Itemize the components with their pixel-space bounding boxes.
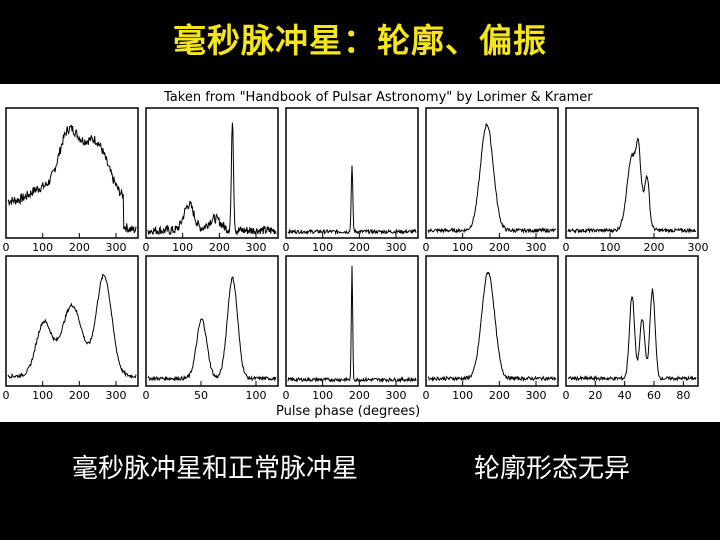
pulse-profile-line	[567, 288, 697, 382]
x-tick-label: 100	[246, 389, 267, 402]
pulse-profile-line	[287, 265, 417, 384]
x-tick-label: 300	[386, 241, 407, 254]
panel-frame	[5, 107, 139, 239]
x-tick-label: 100	[452, 389, 473, 402]
caption-right: 轮廓形态无异	[474, 454, 631, 484]
profile-panel-top-2: 0 100 200 300	[143, 107, 279, 254]
x-tick-label: 200	[489, 241, 510, 254]
x-tick-label: 0	[283, 241, 290, 254]
profile-panel-top-3: 0 100 200 300	[283, 107, 419, 254]
x-tick-label: 100	[172, 241, 193, 254]
x-tick-label: 100	[32, 389, 53, 402]
profile-panel-top-5: 0 100 200 300	[563, 107, 709, 254]
x-tick-label: 0	[3, 241, 10, 254]
x-tick-label: 0	[3, 389, 10, 402]
x-tick-label: 200	[489, 389, 510, 402]
x-tick-label: 200	[69, 389, 90, 402]
x-tick-label: 300	[246, 241, 267, 254]
pulse-profile-line	[147, 122, 277, 236]
x-tick-label: 0	[143, 241, 150, 254]
x-tick-label: 0	[143, 389, 150, 402]
x-tick-label: 100	[312, 241, 333, 254]
x-tick-label: 300	[106, 389, 127, 402]
x-tick-label: 100	[32, 241, 53, 254]
x-tick-label: 100	[452, 241, 473, 254]
x-tick-label: 300	[526, 241, 547, 254]
x-tick-label: 300	[688, 241, 709, 254]
x-tick-label: 80	[676, 389, 690, 402]
x-tick-label: 20	[588, 389, 602, 402]
panel-frame	[285, 107, 419, 239]
x-tick-label: 100	[600, 241, 621, 254]
panel-frame	[565, 107, 699, 239]
panel-frame	[425, 107, 559, 239]
profile-panel-bottom-5: 0 20 40 60 80	[563, 255, 699, 402]
x-tick-label: 0	[563, 389, 570, 402]
x-tick-label: 200	[69, 241, 90, 254]
x-tick-label: 200	[349, 241, 370, 254]
panel-frame	[5, 255, 139, 387]
profile-panel-top-1: 0 100 200 300	[3, 107, 139, 254]
pulse-profile-line	[7, 273, 137, 380]
pulse-profile-line	[7, 124, 137, 234]
profile-panel-bottom-2: 0 50 100	[143, 255, 279, 402]
profile-panel-bottom-1: 0 100 200 300	[3, 255, 139, 402]
pulse-profile-line	[287, 165, 417, 236]
figure-credit: Taken from "Handbook of Pulsar Astronomy…	[164, 90, 593, 105]
panel-frame	[565, 255, 699, 387]
x-tick-label: 0	[423, 389, 430, 402]
pulse-profile-line	[427, 271, 557, 383]
x-tick-label: 200	[349, 389, 370, 402]
x-axis-label: Pulse phase (degrees)	[276, 404, 421, 419]
x-tick-label: 200	[209, 241, 230, 254]
x-tick-label: 300	[526, 389, 547, 402]
pulse-profile-panels: 0 100 200 300 0 100 200 300 0 100 200 300 0 100 200 300…	[3, 107, 709, 402]
x-tick-label: 300	[106, 241, 127, 254]
x-tick-label: 50	[194, 389, 208, 402]
x-tick-label: 300	[386, 389, 407, 402]
caption-left: 毫秒脉冲星和正常脉冲星	[72, 454, 359, 484]
pulse-profile-line	[147, 275, 277, 382]
x-tick-label: 0	[423, 241, 430, 254]
x-tick-label: 100	[312, 389, 333, 402]
x-tick-label: 0	[283, 389, 290, 402]
x-tick-label: 60	[647, 389, 661, 402]
panel-frame	[145, 107, 279, 239]
pulse-profile-line	[427, 123, 557, 235]
profile-panel-bottom-4: 0 100 200 300	[423, 255, 559, 402]
x-tick-label: 0	[563, 241, 570, 254]
panel-frame	[425, 255, 559, 387]
profile-panel-bottom-3: 0 100 200 300	[283, 255, 419, 402]
pulse-profile-line	[567, 137, 697, 234]
x-tick-label: 200	[644, 241, 665, 254]
panel-frame	[285, 255, 419, 387]
x-tick-label: 40	[618, 389, 632, 402]
profile-panel-top-4: 0 100 200 300	[423, 107, 559, 254]
panel-frame	[145, 255, 279, 387]
slide-title: 毫秒脉冲星：轮廓、偏振	[173, 21, 547, 60]
